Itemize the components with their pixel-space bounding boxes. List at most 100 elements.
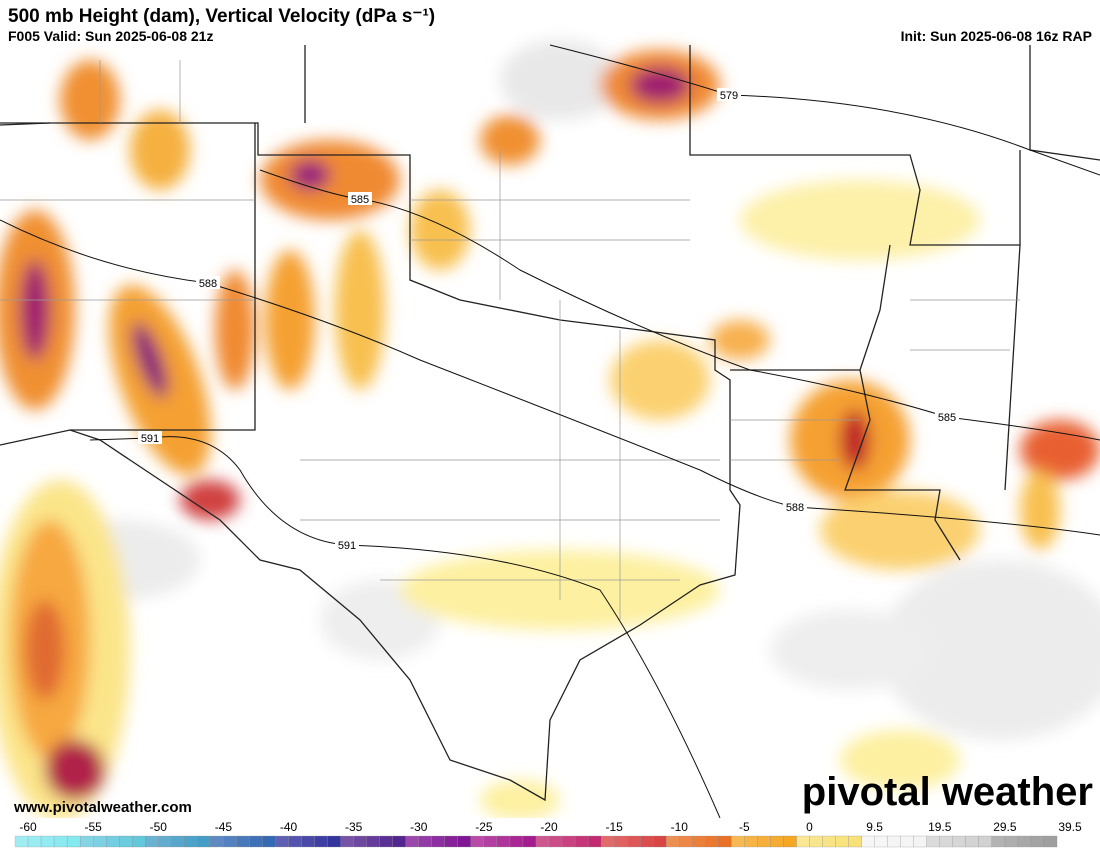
colorbar-swatch <box>522 835 537 848</box>
colorbar-label: 19.5 <box>928 820 952 834</box>
colorbar-swatch <box>171 835 185 848</box>
contour-label: 579 <box>720 90 738 102</box>
colorbar-label: -40 <box>280 820 298 834</box>
colorbar-swatch <box>509 835 524 848</box>
colorbar-swatch <box>1030 835 1045 848</box>
colorbar-swatch <box>653 835 667 848</box>
colorbar-label: -60 <box>19 820 37 834</box>
colorbar-label: -5 <box>739 820 750 834</box>
colorbar-swatch <box>1043 835 1058 848</box>
colorbar-swatch <box>314 835 328 848</box>
colorbar-swatch <box>783 835 797 848</box>
colorbar-label: -50 <box>150 820 168 834</box>
contour-label-bg <box>138 431 162 444</box>
colorbar-swatch <box>444 835 459 848</box>
colorbar-label: -45 <box>215 820 233 834</box>
colorbar-swatch <box>874 835 888 848</box>
colorbar-swatch <box>822 835 836 848</box>
contour-label-bg <box>196 276 220 289</box>
colorbar-label: 39.5 <box>1058 820 1082 834</box>
contour-label-bg <box>783 500 807 513</box>
colorbar-swatch <box>275 835 289 848</box>
colorbar-swatch <box>600 835 615 848</box>
colorbar-swatch <box>952 835 966 848</box>
colorbar-swatch <box>119 835 133 848</box>
contour-label-bg <box>935 410 959 423</box>
colorbar-swatch <box>731 835 745 848</box>
colorbar-swatch <box>158 835 172 848</box>
colorbar-swatch <box>561 835 576 848</box>
colorbar-swatch <box>535 835 550 848</box>
colorbar-swatch <box>1017 835 1032 848</box>
colorbar-swatch <box>679 835 693 848</box>
contour-label-bg <box>335 538 359 551</box>
contour-label-group: 579 585 588 591 591 588 585 <box>138 88 959 552</box>
colorbar-label: -15 <box>605 820 623 834</box>
colorbar-swatch <box>705 835 719 848</box>
map-title: 500 mb Height (dam), Vertical Velocity (… <box>8 6 435 27</box>
colorbar-swatch <box>757 835 771 848</box>
colorbar-swatch <box>548 835 563 848</box>
colorbar-swatch <box>587 835 602 848</box>
colorbar-swatch <box>79 835 94 848</box>
contour-label: 585 <box>938 412 956 424</box>
colorbar-swatch <box>431 835 445 848</box>
colorbar-swatch <box>210 835 224 848</box>
colorbar-swatch <box>900 835 914 848</box>
contour-label-bg <box>348 192 372 205</box>
colorbar: -60 -55 -50 -45 -40 -35 -30 -25 -20 -15 -10 -5 0 9.5 1… <box>14 820 1082 848</box>
colorbar-swatch <box>288 835 302 848</box>
colorbar-swatch <box>379 835 393 848</box>
colorbar-swatch <box>887 835 901 848</box>
colorbar-label: 9.5 <box>866 820 883 834</box>
colorbar-swatch <box>197 835 211 848</box>
colorbar-swatch <box>327 835 341 848</box>
colorbar-swatch <box>262 835 276 848</box>
contour-label: 588 <box>199 278 217 290</box>
colorbar-swatch <box>692 835 706 848</box>
colorbar-swatch <box>939 835 953 848</box>
colorbar-label: 29.5 <box>993 820 1017 834</box>
colorbar-swatch <box>913 835 927 848</box>
contour-label: 591 <box>141 433 159 445</box>
colorbar-swatch <box>835 835 849 848</box>
colorbar-swatch <box>457 835 472 848</box>
colorbar-swatch <box>926 835 940 848</box>
colorbar-swatch <box>40 835 55 848</box>
colorbar-swatch <box>145 835 159 848</box>
colorbar-label: 0 <box>806 820 813 834</box>
contour-label: 591 <box>338 540 356 552</box>
colorbar-swatch <box>848 835 862 848</box>
colorbar-swatch <box>770 835 784 848</box>
colorbar-swatch <box>978 835 993 848</box>
colorbar-swatch <box>861 835 875 848</box>
colorbar-swatch <box>1004 835 1019 848</box>
watermark: www.pivotalweather.com <box>13 799 192 816</box>
colorbar-swatch <box>249 835 263 848</box>
colorbar-swatch <box>470 835 485 848</box>
colorbar-swatch <box>418 835 432 848</box>
colorbar-swatch <box>301 835 315 848</box>
colorbar-swatch <box>66 835 81 848</box>
colorbar-label: -25 <box>475 820 493 834</box>
valid-time: F005 Valid: Sun 2025-06-08 21z <box>8 28 213 44</box>
logo: pivotal weather <box>802 770 1093 814</box>
colorbar-swatch <box>991 835 1006 848</box>
colorbar-label: -20 <box>540 820 558 834</box>
colorbar-swatch <box>744 835 758 848</box>
colorbar-swatch <box>392 835 406 848</box>
velocity-field <box>0 40 1100 820</box>
colorbar-swatch <box>353 835 367 848</box>
contour-label-bg <box>717 88 741 101</box>
colorbar-swatch <box>14 835 29 848</box>
colorbar-swatch <box>640 835 654 848</box>
colorbar-swatch <box>106 835 120 848</box>
colorbar-swatch <box>574 835 589 848</box>
colorbar-swatch <box>796 835 810 848</box>
colorbar-swatch <box>496 835 511 848</box>
colorbar-swatch <box>236 835 250 848</box>
colorbar-swatch <box>627 835 641 848</box>
colorbar-swatch <box>965 835 980 848</box>
colorbar-swatch <box>27 835 42 848</box>
